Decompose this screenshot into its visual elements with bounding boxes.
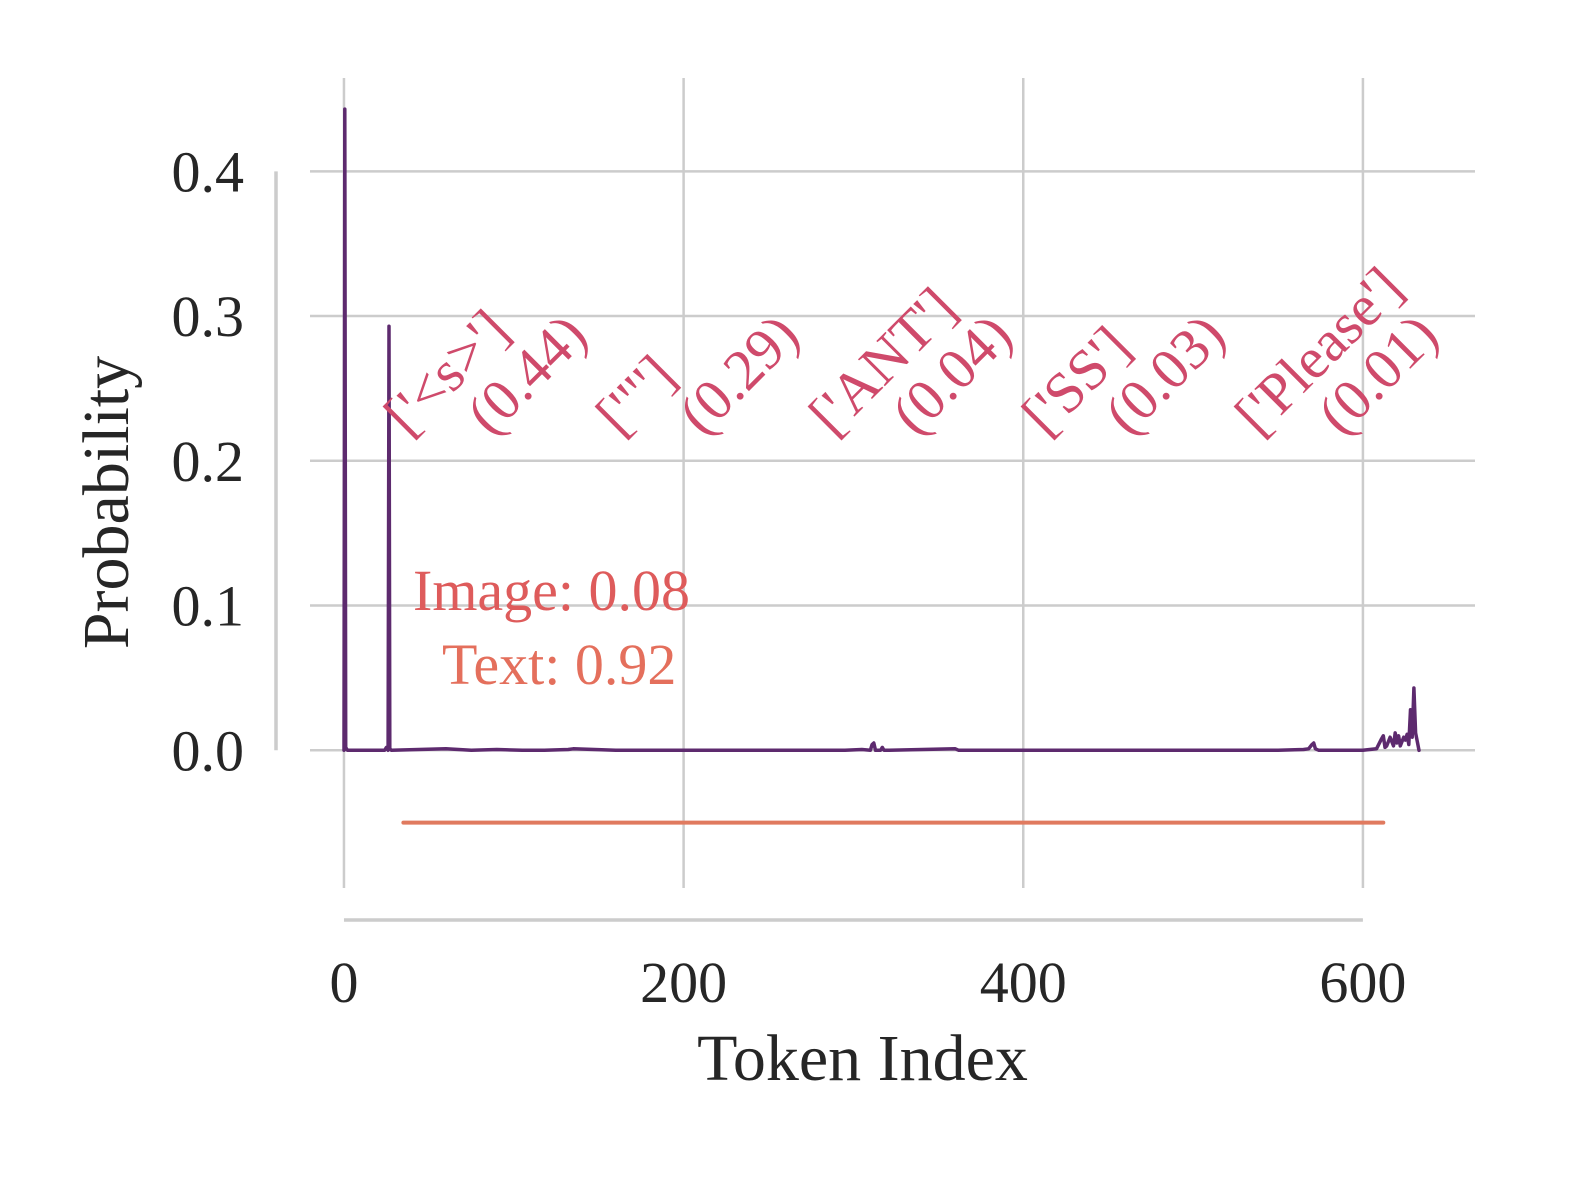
token-annotation: ['<s>'](0.44) — [371, 297, 599, 447]
axis-spines — [274, 171, 1363, 922]
x-tick-label: 600 — [1319, 950, 1406, 1015]
y-tick-label: 0.0 — [172, 718, 245, 783]
y-tick-label: 0.2 — [172, 429, 245, 494]
x-tick-label: 0 — [329, 950, 358, 1015]
series-lines — [342, 107, 1421, 825]
y-tick-label: 0.1 — [172, 574, 245, 639]
y-axis-title: Probability — [70, 356, 143, 649]
text-share-label: Text: 0.92 — [442, 632, 676, 697]
y-tick-label: 0.4 — [172, 139, 245, 204]
x-axis-title: Token Index — [697, 1022, 1028, 1095]
x-tick-label: 200 — [640, 950, 727, 1015]
annotations: ['<s>'](0.44)['"'](0.29)['ANT'](0.04)['S… — [371, 254, 1450, 697]
token-annotation: ['"'](0.29) — [583, 301, 811, 447]
y-tick-label: 0.3 — [172, 284, 245, 349]
token-annotation: ['Please'](0.01) — [1222, 254, 1450, 447]
grid — [310, 78, 1475, 888]
token-annotation-value: (0.29) — [666, 301, 811, 446]
x-tick-label: 400 — [980, 950, 1067, 1015]
image-share-label: Image: 0.08 — [413, 558, 690, 623]
token-annotation: ['SS'](0.03) — [1009, 301, 1237, 447]
series-line-0 — [342, 107, 1421, 753]
tick-labels: 0.0 0.1 0.2 0.3 0.4 0 200 400 600 — [172, 139, 1407, 1015]
token-annotation: ['ANT'](0.04) — [796, 275, 1024, 447]
